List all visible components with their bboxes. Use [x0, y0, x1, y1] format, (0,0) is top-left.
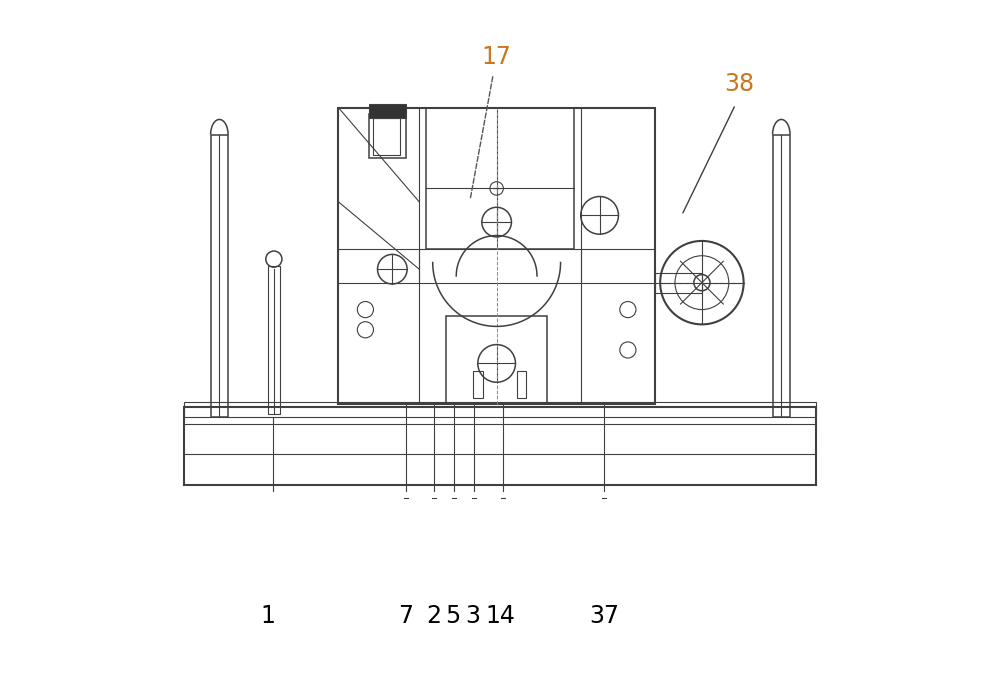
Text: 37: 37 [589, 604, 619, 628]
Bar [655, 273, 702, 293]
Bar [268, 266, 280, 414]
Bar [517, 371, 526, 398]
Text: 2: 2 [427, 604, 442, 628]
Text: 17: 17 [482, 45, 512, 69]
Bar [373, 118, 400, 155]
Bar [446, 316, 547, 404]
Text: 14: 14 [485, 604, 515, 628]
Bar [338, 108, 655, 404]
Bar [369, 114, 406, 158]
Bar [184, 407, 816, 485]
Text: 38: 38 [724, 72, 754, 96]
Bar [211, 135, 228, 417]
Text: 1: 1 [260, 604, 275, 628]
Bar [426, 108, 574, 249]
Text: 3: 3 [466, 604, 481, 628]
Bar [473, 371, 483, 398]
Bar [184, 402, 816, 417]
Bar [369, 104, 406, 118]
Text: 5: 5 [445, 604, 461, 628]
Bar [773, 135, 790, 417]
Text: 7: 7 [398, 604, 413, 628]
